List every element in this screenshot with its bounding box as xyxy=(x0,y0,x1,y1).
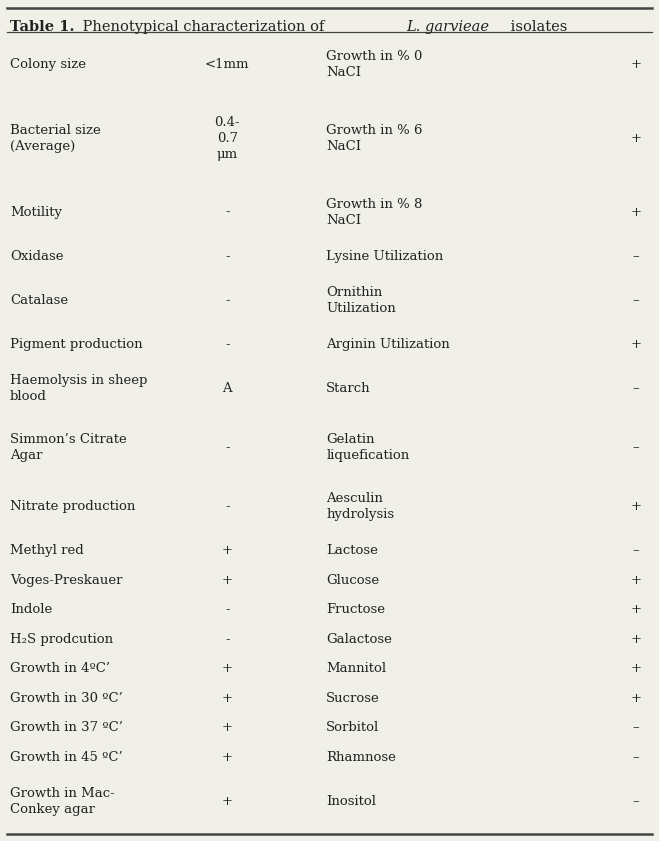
Text: Lysine Utilization: Lysine Utilization xyxy=(326,250,444,263)
Text: Galactose: Galactose xyxy=(326,633,392,646)
Text: +: + xyxy=(222,751,233,764)
Text: Phenotypical characterization of: Phenotypical characterization of xyxy=(78,20,329,34)
Text: L. garvieae: L. garvieae xyxy=(407,20,490,34)
Text: Inositol: Inositol xyxy=(326,795,376,808)
Text: +: + xyxy=(222,692,233,705)
Text: –: – xyxy=(633,544,639,558)
Text: Ornithin
Utilization: Ornithin Utilization xyxy=(326,286,396,315)
Text: +: + xyxy=(222,795,233,808)
Text: -: - xyxy=(225,250,230,263)
Text: –: – xyxy=(633,294,639,307)
Text: Growth in 30 ºC’: Growth in 30 ºC’ xyxy=(10,692,123,705)
Text: isolates: isolates xyxy=(506,20,567,34)
Text: Growth in 4ºC’: Growth in 4ºC’ xyxy=(10,663,110,675)
Text: +: + xyxy=(631,132,641,145)
Text: –: – xyxy=(633,722,639,734)
Text: -: - xyxy=(225,442,230,454)
Text: –: – xyxy=(633,795,639,808)
Text: –: – xyxy=(633,442,639,454)
Text: +: + xyxy=(631,603,641,616)
Text: +: + xyxy=(631,574,641,587)
Text: <1mm: <1mm xyxy=(205,58,250,71)
Text: Glucose: Glucose xyxy=(326,574,380,587)
Text: +: + xyxy=(631,633,641,646)
Text: Simmon’s Citrate
Agar: Simmon’s Citrate Agar xyxy=(10,433,127,463)
Text: –: – xyxy=(633,250,639,263)
Text: Bacterial size
(Average): Bacterial size (Average) xyxy=(10,124,101,153)
Text: Table 1.: Table 1. xyxy=(10,20,74,34)
Text: Voges-Preskauer: Voges-Preskauer xyxy=(10,574,123,587)
Text: +: + xyxy=(631,205,641,219)
Text: Motility: Motility xyxy=(10,205,62,219)
Text: Starch: Starch xyxy=(326,383,371,395)
Text: Growth in % 6
NaCI: Growth in % 6 NaCI xyxy=(326,124,422,153)
Text: +: + xyxy=(631,500,641,513)
Text: Growth in % 8
NaCI: Growth in % 8 NaCI xyxy=(326,198,422,226)
Text: -: - xyxy=(225,338,230,352)
Text: -: - xyxy=(225,500,230,513)
Text: -: - xyxy=(225,633,230,646)
Text: Indole: Indole xyxy=(10,603,52,616)
Text: Catalase: Catalase xyxy=(10,294,68,307)
Text: Arginin Utilization: Arginin Utilization xyxy=(326,338,450,352)
Text: –: – xyxy=(633,383,639,395)
Text: +: + xyxy=(631,663,641,675)
Text: Mannitol: Mannitol xyxy=(326,663,386,675)
Text: Methyl red: Methyl red xyxy=(10,544,84,558)
Text: -: - xyxy=(225,205,230,219)
Text: +: + xyxy=(631,58,641,71)
Text: -: - xyxy=(225,294,230,307)
Text: Sucrose: Sucrose xyxy=(326,692,380,705)
Text: Growth in 45 ºC’: Growth in 45 ºC’ xyxy=(10,751,123,764)
Text: Growth in Mac-
Conkey agar: Growth in Mac- Conkey agar xyxy=(10,787,115,816)
Text: H₂S prodcution: H₂S prodcution xyxy=(10,633,113,646)
Text: +: + xyxy=(222,722,233,734)
Text: Gelatin
liquefication: Gelatin liquefication xyxy=(326,433,409,463)
Text: Rhamnose: Rhamnose xyxy=(326,751,396,764)
Text: Haemolysis in sheep
blood: Haemolysis in sheep blood xyxy=(10,374,147,404)
Text: +: + xyxy=(222,574,233,587)
Text: Growth in 37 ºC’: Growth in 37 ºC’ xyxy=(10,722,123,734)
Text: Fructose: Fructose xyxy=(326,603,386,616)
Text: +: + xyxy=(222,544,233,558)
Text: A: A xyxy=(223,383,232,395)
Text: Nitrate production: Nitrate production xyxy=(10,500,135,513)
Text: -: - xyxy=(225,603,230,616)
Text: –: – xyxy=(633,751,639,764)
Text: +: + xyxy=(631,338,641,352)
Text: +: + xyxy=(222,663,233,675)
Text: Lactose: Lactose xyxy=(326,544,378,558)
Text: Oxidase: Oxidase xyxy=(10,250,63,263)
Text: Pigment production: Pigment production xyxy=(10,338,142,352)
Text: Colony size: Colony size xyxy=(10,58,86,71)
Text: Aesculin
hydrolysis: Aesculin hydrolysis xyxy=(326,492,394,521)
Text: Sorbitol: Sorbitol xyxy=(326,722,380,734)
Text: +: + xyxy=(631,692,641,705)
Text: 0.4-
0.7
μm: 0.4- 0.7 μm xyxy=(215,116,240,161)
Text: Growth in % 0
NaCI: Growth in % 0 NaCI xyxy=(326,50,422,79)
